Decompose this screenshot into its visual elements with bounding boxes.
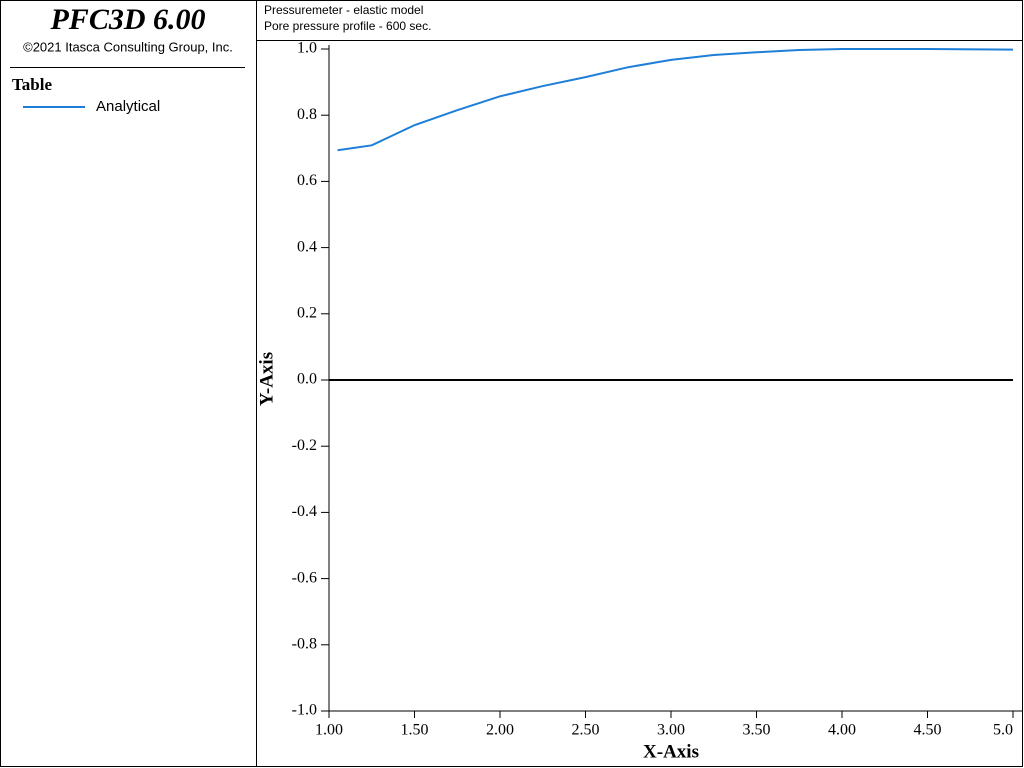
x-tick-label: 4.50 <box>914 722 942 739</box>
legend-title: Table <box>12 75 52 94</box>
x-tick-label: 3.00 <box>657 722 685 739</box>
x-tick-label: 2.50 <box>572 722 600 739</box>
line-series <box>337 48 1014 152</box>
x-tick-label: 5.0 <box>993 722 1013 739</box>
software-title: PFC3D 6.00 <box>49 3 205 36</box>
y-tick-label: 1.0 <box>297 40 317 57</box>
y-tick-label: -1.0 <box>292 702 317 719</box>
y-tick-label: 0.2 <box>297 304 317 321</box>
x-tick-label: 4.00 <box>828 722 856 739</box>
chart-subtitle: Pore pressure profile - 600 sec. <box>264 19 431 33</box>
chart-title: Pressuremeter - elastic model <box>264 3 423 17</box>
y-tick-label: 0.6 <box>297 172 317 189</box>
y-tick-label: -0.4 <box>292 503 317 520</box>
x-tick-label: 1.00 <box>315 722 343 739</box>
y-axis-label: Y-Axis <box>256 352 277 406</box>
y-tick-label: 0.0 <box>297 371 317 388</box>
y-tick-label: -0.2 <box>292 437 317 454</box>
x-tick-label: 3.50 <box>743 722 771 739</box>
x-tick-label: 1.50 <box>401 722 429 739</box>
copyright: ©2021 Itasca Consulting Group, Inc. <box>23 39 233 54</box>
legend-label: Analytical <box>96 98 160 115</box>
y-tick-label: 0.4 <box>297 238 317 255</box>
y-tick-label: 0.8 <box>297 106 317 123</box>
x-tick-label: 2.00 <box>486 722 514 739</box>
y-tick-label: -0.8 <box>292 635 317 652</box>
y-tick-label: -0.6 <box>292 569 317 586</box>
x-axis-label: X-Axis <box>643 741 699 762</box>
